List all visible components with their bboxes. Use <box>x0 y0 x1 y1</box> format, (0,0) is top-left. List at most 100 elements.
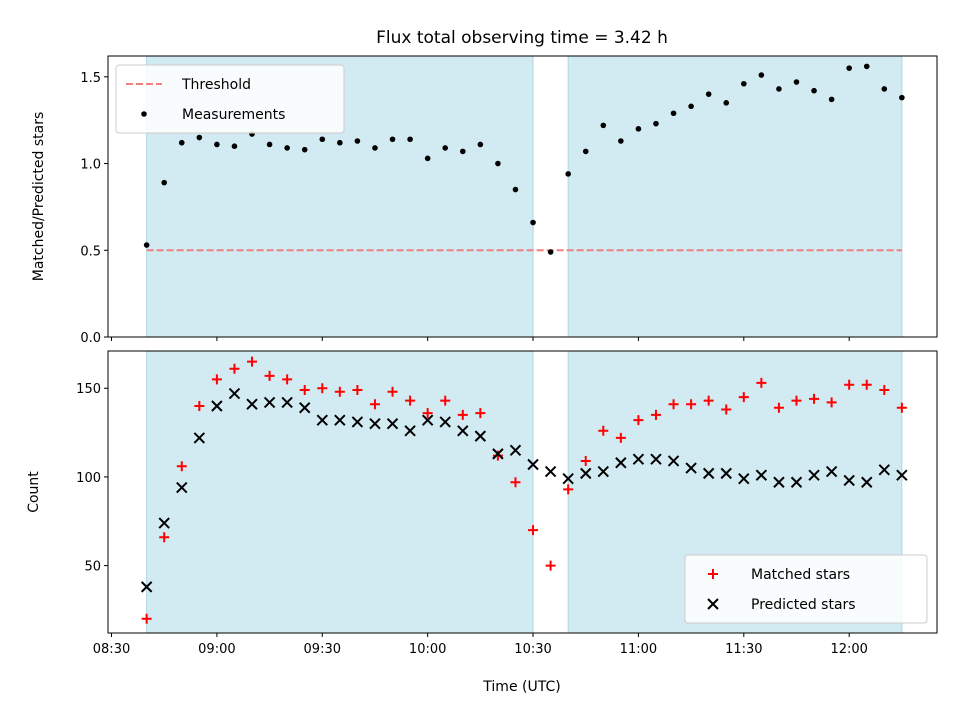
x-tick-label: 11:30 <box>725 642 762 657</box>
measurement-point <box>653 120 659 127</box>
matched-star-point <box>563 484 574 495</box>
predicted-star-point <box>755 469 768 481</box>
predicted-star-point <box>720 467 732 480</box>
matched-star-point <box>809 393 820 404</box>
measurement-point <box>178 139 185 146</box>
y-tick-label: 150 <box>76 382 101 397</box>
chart-title: Flux total observing time = 3.42 h <box>376 28 668 48</box>
measurement-point <box>512 186 519 193</box>
predicted-star-point <box>773 476 785 488</box>
matched-star-point <box>317 383 328 394</box>
measurement-point <box>688 103 694 110</box>
matched-star-point <box>264 370 275 381</box>
top-panel: 0.0 0.5 1.0 1.5 Matched/Predicted stars Thres… <box>31 55 938 346</box>
y-axis-label: Matched/Predicted stars <box>31 112 47 282</box>
matched-star-point <box>879 385 890 396</box>
matched-star-point <box>826 397 837 408</box>
matched-star-point <box>352 385 363 396</box>
predicted-star-point <box>650 453 662 465</box>
legend-label: Threshold <box>181 77 251 93</box>
predicted-star-point <box>861 476 873 488</box>
predicted-star-point <box>492 448 504 460</box>
matched-star-point <box>492 450 503 461</box>
measurement-point <box>477 141 484 148</box>
predicted-star-point <box>702 467 715 480</box>
measurement-point <box>442 145 449 151</box>
measurement-point <box>143 242 150 248</box>
x-tick-label: 12:00 <box>830 642 867 657</box>
predicted-star-point <box>527 458 539 471</box>
measurement-point <box>161 179 168 186</box>
x-tick-label: 09:30 <box>304 642 341 657</box>
measurement-point <box>635 126 642 132</box>
measurement-point <box>372 145 378 151</box>
matched-star-point <box>580 455 591 466</box>
predicted-star-point <box>580 467 592 480</box>
predicted-star-point <box>421 414 434 426</box>
legend-box <box>684 554 928 624</box>
predicted-star-point <box>140 581 153 593</box>
measurement-point <box>828 96 835 103</box>
measurement-point <box>231 143 238 149</box>
predicted-star-point <box>896 469 908 481</box>
legend-label: Matched stars <box>751 567 850 583</box>
predicted-star-point <box>351 416 364 428</box>
measurement-point <box>266 141 273 148</box>
legend-label: Measurements <box>182 107 285 123</box>
matched-star-point <box>545 560 556 571</box>
measurement-point <box>811 87 817 94</box>
matched-star-point <box>159 532 170 543</box>
matched-star-point <box>176 461 187 472</box>
predicted-star-point <box>597 465 609 478</box>
matched-star-point <box>650 409 661 420</box>
matched-star-point <box>633 415 644 426</box>
predicted-star-point <box>439 416 451 428</box>
matched-star-point <box>334 386 345 397</box>
predicted-star-point <box>246 398 258 410</box>
predicted-star-point <box>281 396 293 409</box>
measurement-point <box>214 141 220 148</box>
predicted-star-point <box>193 432 206 444</box>
measurement-point <box>319 136 326 143</box>
y-axis-label: Count <box>26 471 42 513</box>
predicted-star-point <box>667 455 680 467</box>
predicted-star-point <box>685 462 697 474</box>
predicted-star-point <box>544 465 557 478</box>
matched-star-point <box>141 613 152 624</box>
observing-window <box>567 55 903 338</box>
x-tick-label: 10:00 <box>409 642 446 657</box>
bottom-panel: 50 100 150 08:30 09:00 09:30 10:00 10:30 11:00 11… <box>26 350 938 657</box>
measurement-point <box>424 155 431 162</box>
matched-star-point <box>773 402 784 413</box>
predicted-star-point <box>404 425 416 437</box>
axes-frame <box>107 350 938 634</box>
predicted-star-point <box>474 430 487 442</box>
measurement-point <box>530 219 536 226</box>
matched-star-point <box>791 395 802 406</box>
measurement-point <box>776 86 782 92</box>
matched-star-point <box>229 363 240 374</box>
matched-star-point <box>896 402 907 413</box>
matched-star-point <box>405 395 416 406</box>
measurement-point <box>758 72 765 78</box>
predicted-star-point <box>334 414 346 426</box>
predicted-star-point <box>878 464 891 476</box>
predicted-star-point <box>808 469 820 481</box>
legend-matched-swatch <box>708 569 718 579</box>
matched-star-point <box>475 408 486 419</box>
y-tick-label: 50 <box>84 560 101 575</box>
matched-star-point <box>861 379 872 390</box>
measurement-point <box>741 80 747 87</box>
measurement-point <box>354 138 361 144</box>
x-axis-label: Time (UTC) <box>482 679 560 695</box>
matched-star-point <box>510 477 521 488</box>
matched-star-point <box>299 385 310 396</box>
matched-star-point <box>615 432 626 443</box>
predicted-star-point <box>211 400 223 412</box>
predicted-star-point <box>228 387 241 400</box>
measurement-point <box>337 139 343 146</box>
predicted-star-point <box>632 453 645 465</box>
predicted-star-point <box>299 402 311 414</box>
predicted-star-point <box>615 457 627 469</box>
